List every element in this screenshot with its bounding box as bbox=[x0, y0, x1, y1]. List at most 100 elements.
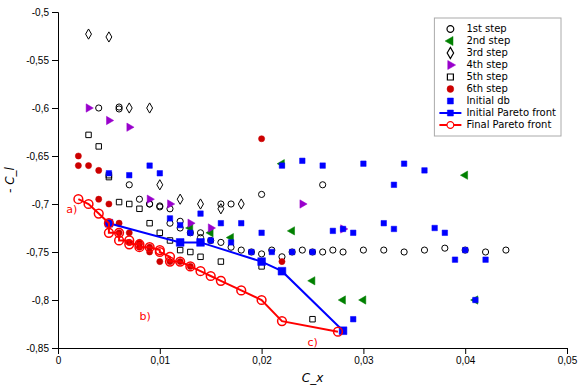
point bbox=[258, 258, 266, 266]
point bbox=[350, 316, 355, 321]
point bbox=[228, 240, 233, 245]
point bbox=[166, 257, 175, 266]
point bbox=[462, 247, 467, 252]
point bbox=[300, 158, 305, 163]
legend-marker bbox=[447, 86, 454, 93]
y-axis: -0,85-0,8-0,75-0,7-0,65-0,6-0,55-0,5 bbox=[26, 7, 58, 354]
point bbox=[177, 194, 183, 204]
tick: -0,6 bbox=[32, 103, 58, 114]
point bbox=[147, 195, 154, 203]
point bbox=[279, 259, 285, 265]
legend-label: 5th step bbox=[466, 71, 507, 82]
point bbox=[157, 180, 163, 190]
point bbox=[198, 199, 204, 209]
tick: 0 bbox=[56, 348, 62, 366]
point bbox=[442, 230, 447, 235]
series bbox=[86, 104, 348, 233]
legend-marker bbox=[447, 98, 453, 104]
line bbox=[109, 223, 343, 331]
legend-label: Initial Pareto front bbox=[466, 107, 556, 118]
tick-label: 0,01 bbox=[151, 355, 171, 366]
legend-item: 2nd step bbox=[445, 35, 510, 46]
point bbox=[177, 247, 182, 252]
tick-mark bbox=[160, 348, 161, 354]
tick-mark bbox=[52, 204, 58, 205]
legend-marker bbox=[448, 60, 456, 69]
point bbox=[432, 225, 437, 230]
point bbox=[176, 239, 184, 247]
legend-marker bbox=[447, 26, 454, 33]
point bbox=[188, 249, 193, 254]
point bbox=[147, 220, 152, 225]
point bbox=[381, 247, 387, 253]
point bbox=[177, 222, 182, 227]
point bbox=[422, 168, 427, 173]
point bbox=[300, 200, 307, 208]
chart: 00,010,020,030,040,05-0,85-0,8-0,75-0,7-… bbox=[0, 0, 579, 390]
point bbox=[137, 206, 142, 211]
tick-mark bbox=[567, 348, 568, 354]
tick: -0,75 bbox=[26, 247, 58, 258]
legend-marker bbox=[447, 74, 453, 80]
point bbox=[105, 219, 114, 228]
legend-item: 5th step bbox=[447, 71, 507, 82]
point bbox=[249, 249, 254, 254]
point bbox=[460, 171, 467, 179]
point bbox=[127, 201, 132, 206]
point bbox=[218, 220, 223, 225]
legend-label: 6th step bbox=[466, 83, 507, 94]
tick: -0,7 bbox=[32, 199, 58, 210]
point bbox=[86, 104, 93, 112]
point bbox=[239, 220, 244, 225]
tick-mark bbox=[262, 348, 263, 354]
point bbox=[157, 259, 163, 265]
point bbox=[94, 209, 103, 218]
point bbox=[391, 226, 396, 231]
point bbox=[136, 196, 142, 202]
point bbox=[106, 32, 112, 42]
point bbox=[127, 172, 132, 177]
point bbox=[287, 227, 294, 235]
point bbox=[238, 199, 244, 209]
tick-label: 0,02 bbox=[252, 355, 272, 366]
tick-label: -0,55 bbox=[26, 55, 49, 66]
point bbox=[237, 286, 246, 295]
point bbox=[126, 182, 132, 188]
tick-label: 0,05 bbox=[558, 355, 578, 366]
point bbox=[208, 237, 214, 243]
point bbox=[125, 240, 134, 249]
point bbox=[359, 296, 366, 304]
point bbox=[471, 296, 478, 304]
tick-label: -0,7 bbox=[32, 199, 50, 210]
point bbox=[96, 105, 102, 111]
tick-mark bbox=[52, 252, 58, 253]
legend-label: 3rd step bbox=[466, 47, 507, 58]
point bbox=[334, 327, 343, 336]
tick: 0,05 bbox=[558, 348, 578, 366]
point bbox=[308, 277, 315, 285]
tick-label: 0 bbox=[56, 355, 62, 366]
tick: 0,02 bbox=[252, 348, 272, 366]
point bbox=[310, 249, 315, 254]
tick: -0,55 bbox=[26, 55, 58, 66]
annotation: b) bbox=[139, 310, 150, 323]
point bbox=[105, 228, 114, 237]
point bbox=[473, 297, 478, 302]
annotations: a)b)c) bbox=[66, 203, 318, 349]
point bbox=[135, 243, 144, 252]
point bbox=[127, 123, 134, 131]
point bbox=[188, 230, 193, 235]
point bbox=[401, 249, 407, 255]
tick: -0,65 bbox=[26, 151, 58, 162]
point bbox=[75, 153, 81, 159]
point bbox=[361, 161, 366, 166]
series bbox=[86, 29, 245, 214]
point bbox=[320, 249, 326, 255]
point bbox=[157, 171, 162, 176]
point bbox=[176, 257, 185, 266]
point bbox=[278, 317, 287, 326]
point bbox=[330, 247, 336, 253]
point bbox=[381, 220, 386, 225]
point bbox=[198, 211, 203, 216]
point bbox=[75, 163, 81, 169]
